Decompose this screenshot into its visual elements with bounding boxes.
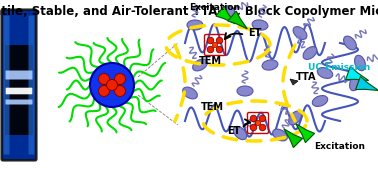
Ellipse shape	[317, 68, 333, 78]
Text: Versatile, Stable, and Air-Tolerant TTA-UC Block Copolymer Micelles: Versatile, Stable, and Air-Tolerant TTA-…	[0, 5, 378, 18]
Ellipse shape	[288, 111, 301, 125]
Polygon shape	[290, 79, 298, 85]
Text: ET: ET	[227, 126, 240, 136]
FancyBboxPatch shape	[2, 10, 37, 161]
Text: TEM: TEM	[200, 102, 223, 112]
Polygon shape	[356, 76, 378, 90]
Ellipse shape	[344, 36, 356, 50]
Text: TEM: TEM	[198, 56, 222, 66]
Text: ET: ET	[248, 28, 261, 38]
FancyBboxPatch shape	[3, 16, 9, 154]
Ellipse shape	[273, 129, 287, 141]
Polygon shape	[296, 124, 314, 143]
Circle shape	[115, 74, 125, 84]
Ellipse shape	[237, 86, 253, 96]
Polygon shape	[284, 129, 303, 148]
Circle shape	[90, 63, 134, 107]
Text: UC Emission: UC Emission	[308, 63, 370, 72]
Polygon shape	[228, 11, 247, 29]
Ellipse shape	[293, 27, 307, 39]
Circle shape	[216, 46, 223, 53]
Circle shape	[99, 85, 110, 97]
Polygon shape	[345, 66, 369, 80]
FancyBboxPatch shape	[28, 16, 34, 154]
Ellipse shape	[303, 47, 317, 59]
FancyBboxPatch shape	[6, 99, 33, 104]
Circle shape	[207, 37, 214, 44]
Circle shape	[216, 37, 223, 44]
FancyBboxPatch shape	[3, 11, 35, 159]
Circle shape	[207, 46, 214, 53]
Circle shape	[259, 115, 266, 122]
Ellipse shape	[233, 126, 247, 140]
Text: TTA: TTA	[296, 72, 316, 82]
Ellipse shape	[312, 95, 328, 106]
Text: Excitation: Excitation	[189, 3, 240, 12]
Ellipse shape	[350, 75, 361, 91]
Circle shape	[250, 115, 257, 122]
Ellipse shape	[183, 87, 197, 99]
Ellipse shape	[224, 6, 236, 20]
Ellipse shape	[252, 20, 268, 30]
Circle shape	[259, 124, 266, 131]
Ellipse shape	[355, 55, 366, 71]
Circle shape	[115, 85, 125, 97]
FancyBboxPatch shape	[6, 88, 32, 94]
Text: Excitation: Excitation	[314, 142, 366, 151]
Polygon shape	[216, 6, 235, 24]
Circle shape	[250, 124, 257, 131]
Ellipse shape	[262, 60, 278, 70]
Circle shape	[256, 120, 260, 126]
Circle shape	[212, 42, 218, 48]
Circle shape	[107, 80, 118, 90]
Circle shape	[99, 74, 110, 84]
Ellipse shape	[187, 20, 203, 30]
Ellipse shape	[193, 59, 208, 71]
FancyBboxPatch shape	[6, 71, 33, 80]
FancyBboxPatch shape	[5, 45, 33, 135]
